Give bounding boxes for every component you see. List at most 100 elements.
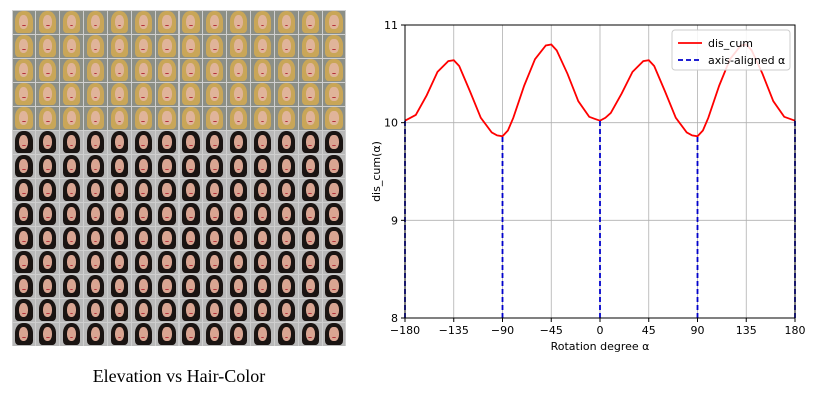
- face-thumbnail: [107, 130, 131, 154]
- x-tick-label: −180: [390, 324, 420, 337]
- face-thumbnail: [322, 178, 346, 202]
- face-thumbnail: [251, 130, 274, 154]
- face-thumbnail: [155, 250, 179, 274]
- face-thumbnail: [131, 10, 155, 34]
- face-thumbnail: [36, 82, 60, 106]
- face-thumbnail: [179, 58, 203, 82]
- legend-box: [671, 29, 791, 71]
- face-thumbnail: [12, 250, 36, 274]
- face-thumbnail: [131, 226, 155, 250]
- x-tick-label: −90: [491, 324, 514, 337]
- face-thumbnail: [107, 10, 131, 34]
- face-thumbnail: [274, 10, 298, 34]
- face-thumbnail: [251, 106, 274, 130]
- face-thumbnail: [60, 322, 84, 346]
- face-thumbnail: [322, 154, 346, 178]
- face-thumbnail: [12, 130, 36, 154]
- face-thumbnail: [298, 154, 322, 178]
- face-thumbnail: [298, 34, 322, 58]
- face-thumbnail: [60, 82, 84, 106]
- face-thumbnail: [227, 202, 251, 226]
- face-image-grid: [12, 10, 346, 346]
- face-thumbnail: [60, 10, 84, 34]
- face-thumbnail: [227, 274, 251, 298]
- face-thumbnail: [36, 34, 60, 58]
- face-thumbnail: [12, 106, 36, 130]
- face-thumbnail: [227, 82, 251, 106]
- face-thumbnail: [131, 274, 155, 298]
- face-thumbnail: [60, 154, 84, 178]
- face-thumbnail: [179, 154, 203, 178]
- y-tick-label: 10: [384, 117, 398, 130]
- face-thumbnail: [251, 250, 274, 274]
- face-thumbnail: [179, 274, 203, 298]
- face-thumbnail: [251, 226, 274, 250]
- face-thumbnail: [251, 202, 274, 226]
- y-tick-label: 9: [391, 214, 398, 227]
- face-thumbnail: [203, 58, 227, 82]
- face-thumbnail: [298, 178, 322, 202]
- face-thumbnail: [60, 274, 84, 298]
- face-thumbnail: [60, 34, 84, 58]
- face-thumbnail: [36, 250, 60, 274]
- face-thumbnail: [107, 34, 131, 58]
- face-thumbnail: [36, 322, 60, 346]
- face-thumbnail: [12, 274, 36, 298]
- face-thumbnail: [298, 274, 322, 298]
- face-thumbnail: [107, 322, 131, 346]
- face-thumbnail: [203, 274, 227, 298]
- x-tick-label: 0: [597, 324, 604, 337]
- face-thumbnail: [298, 322, 322, 346]
- face-thumbnail: [227, 178, 251, 202]
- face-thumbnail: [203, 34, 227, 58]
- face-thumbnail: [12, 34, 36, 58]
- face-thumbnail: [203, 226, 227, 250]
- face-thumbnail: [131, 58, 155, 82]
- face-thumbnail: [179, 322, 203, 346]
- face-thumbnail: [274, 178, 298, 202]
- face-thumbnail: [131, 154, 155, 178]
- face-thumbnail: [60, 202, 84, 226]
- face-thumbnail: [12, 10, 36, 34]
- face-thumbnail: [298, 10, 322, 34]
- face-thumbnail: [84, 178, 107, 202]
- face-thumbnail: [298, 58, 322, 82]
- face-thumbnail: [131, 130, 155, 154]
- face-thumbnail: [131, 322, 155, 346]
- face-thumbnail: [12, 154, 36, 178]
- face-thumbnail: [107, 178, 131, 202]
- face-thumbnail: [131, 250, 155, 274]
- face-thumbnail: [227, 10, 251, 34]
- face-thumbnail: [179, 82, 203, 106]
- face-thumbnail: [322, 298, 346, 322]
- face-thumbnail: [298, 106, 322, 130]
- face-thumbnail: [322, 202, 346, 226]
- face-thumbnail: [84, 274, 107, 298]
- face-thumbnail: [251, 274, 274, 298]
- face-thumbnail: [298, 250, 322, 274]
- face-thumbnail: [155, 322, 179, 346]
- face-thumbnail: [84, 250, 107, 274]
- face-thumbnail: [203, 82, 227, 106]
- face-thumbnail: [322, 130, 346, 154]
- face-thumbnail: [84, 58, 107, 82]
- face-thumbnail: [84, 82, 107, 106]
- face-thumbnail: [84, 130, 107, 154]
- face-thumbnail: [251, 154, 274, 178]
- x-tick-label: 135: [736, 324, 757, 337]
- face-thumbnail: [322, 34, 346, 58]
- face-thumbnail: [274, 226, 298, 250]
- face-thumbnail: [274, 154, 298, 178]
- face-thumbnail: [36, 58, 60, 82]
- face-thumbnail: [155, 226, 179, 250]
- x-axis-label: Rotation degree α: [551, 340, 650, 353]
- face-thumbnail: [36, 154, 60, 178]
- face-thumbnail: [84, 226, 107, 250]
- face-thumbnail: [227, 226, 251, 250]
- face-thumbnail: [274, 106, 298, 130]
- face-thumbnail: [298, 202, 322, 226]
- face-thumbnail: [251, 322, 274, 346]
- face-thumbnail: [107, 82, 131, 106]
- face-thumbnail: [155, 202, 179, 226]
- face-thumbnail: [155, 106, 179, 130]
